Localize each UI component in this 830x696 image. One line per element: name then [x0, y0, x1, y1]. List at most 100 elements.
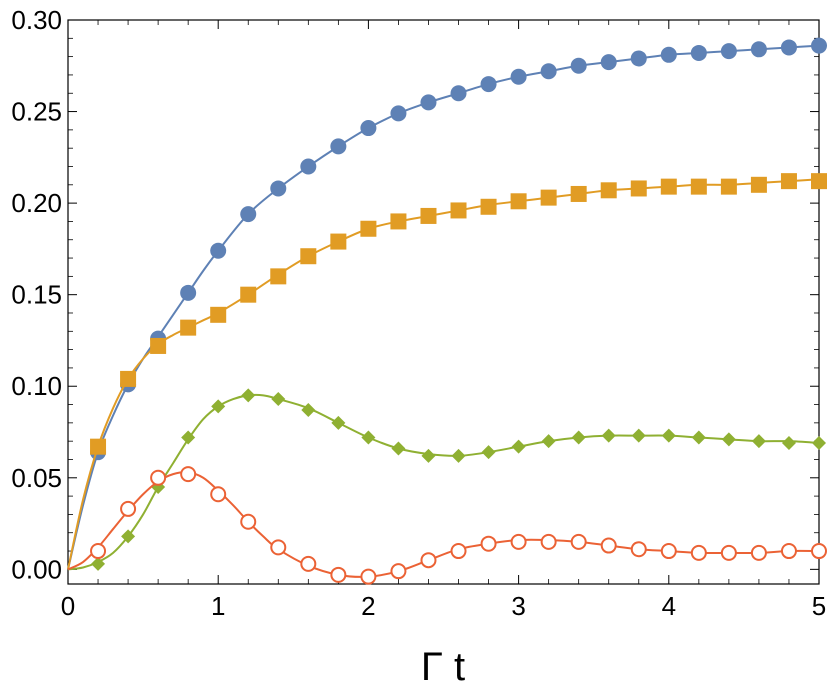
series-0: [67, 37, 827, 570]
data-point: [270, 180, 287, 197]
data-point: [510, 193, 527, 210]
data-point: [570, 533, 587, 550]
x-tick-label: 3: [511, 591, 525, 621]
data-point: [210, 486, 227, 503]
data-point: [240, 286, 257, 303]
data-point: [390, 213, 407, 230]
data-point: [330, 233, 347, 250]
data-point: [360, 568, 377, 585]
data-point: [661, 428, 676, 443]
series-line: [67, 178, 820, 570]
data-point: [510, 68, 527, 85]
series-line: [67, 393, 820, 571]
data-point: [90, 438, 107, 455]
data-point: [420, 94, 437, 111]
y-tick-label: 0.00: [11, 554, 62, 584]
data-point: [150, 337, 167, 354]
x-axis-ticks: 0 1 2 3 4 5: [61, 20, 826, 621]
data-point: [781, 436, 796, 450]
data-point: [270, 539, 287, 556]
data-point: [511, 439, 526, 454]
data-point: [600, 54, 617, 71]
data-point: [331, 415, 346, 430]
data-point: [812, 436, 826, 450]
data-point: [121, 529, 136, 544]
data-point: [540, 533, 557, 550]
data-point: [721, 432, 736, 447]
y-axis-ticks: 0.00 0.05 0.10 0.15 0.20 0.25 0.30: [11, 5, 819, 584]
data-point: [180, 466, 197, 483]
data-point: [180, 284, 197, 301]
data-point: [630, 180, 647, 197]
data-point: [631, 428, 646, 443]
data-point: [361, 430, 376, 445]
data-point: [630, 50, 647, 67]
data-point: [570, 185, 587, 202]
data-point: [330, 566, 347, 583]
data-point: [120, 500, 137, 517]
x-tick-label: 1: [211, 591, 225, 621]
x-tick-label: 5: [812, 591, 826, 621]
data-point: [241, 388, 256, 403]
y-tick-label: 0.10: [11, 371, 62, 401]
data-point: [390, 563, 407, 580]
data-point: [811, 37, 827, 54]
data-point: [420, 552, 437, 569]
data-point: [811, 173, 827, 190]
data-point: [210, 306, 227, 323]
data-point: [600, 182, 617, 199]
data-point: [180, 319, 197, 336]
x-tick-label: 0: [61, 591, 75, 621]
data-point: [600, 537, 617, 554]
data-point: [540, 189, 557, 206]
series-1: [67, 173, 827, 570]
data-point: [690, 544, 707, 561]
data-point: [120, 370, 137, 387]
data-point: [451, 448, 466, 463]
data-point: [691, 430, 706, 445]
series-line: [67, 471, 820, 578]
data-point: [780, 543, 797, 560]
data-point: [210, 242, 227, 259]
data-point: [750, 41, 767, 58]
data-point: [211, 399, 226, 414]
series-line: [67, 44, 820, 570]
data-point: [780, 39, 797, 56]
data-point: [780, 173, 797, 190]
data-point: [720, 544, 737, 561]
data-point: [450, 85, 467, 102]
data-point: [150, 469, 167, 486]
data-point: [300, 555, 317, 572]
y-tick-label: 0.15: [11, 280, 62, 310]
y-tick-label: 0.05: [11, 463, 62, 493]
series-3: [67, 466, 827, 585]
data-point: [480, 76, 497, 93]
data-point: [300, 158, 317, 175]
x-tick-label: 2: [361, 591, 375, 621]
data-point: [90, 543, 107, 560]
data-point: [750, 176, 767, 193]
data-point: [240, 513, 257, 530]
data-point: [390, 105, 407, 122]
data-point: [420, 207, 437, 224]
data-point: [480, 535, 497, 552]
data-point: [570, 57, 587, 74]
x-tick-label: 4: [662, 591, 676, 621]
data-point: [811, 543, 827, 560]
data-point: [481, 445, 496, 460]
data-point: [450, 543, 467, 560]
data-point: [421, 448, 436, 463]
data-point: [300, 248, 317, 265]
data-point: [571, 430, 586, 445]
series-layer: [67, 37, 827, 585]
data-point: [660, 46, 677, 63]
series-2: [67, 388, 826, 571]
data-point: [360, 220, 377, 237]
data-point: [450, 202, 467, 219]
data-point: [541, 434, 556, 449]
data-point: [660, 178, 677, 195]
data-point: [751, 434, 766, 449]
data-point: [360, 120, 377, 137]
y-tick-label: 0.20: [11, 188, 62, 218]
